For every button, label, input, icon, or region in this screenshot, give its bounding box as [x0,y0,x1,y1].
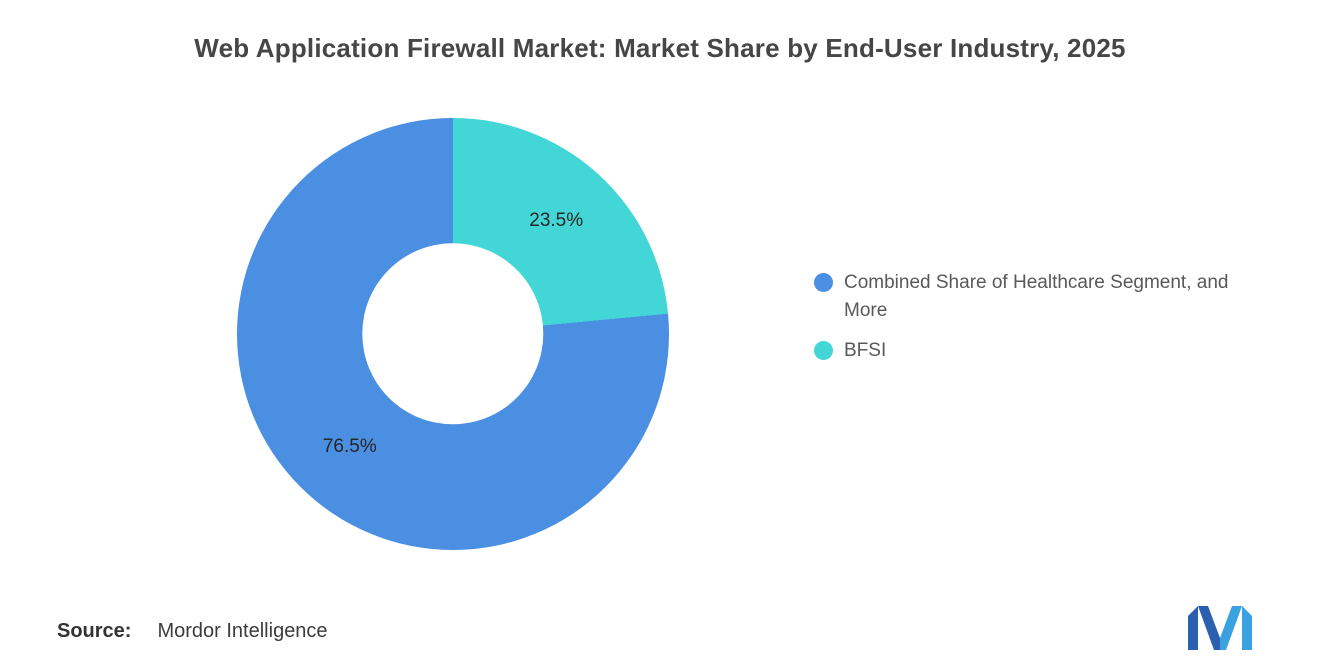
logo-left-diagonal [1198,606,1220,650]
source-value: Mordor Intelligence [157,620,328,642]
donut-chart: 76.5% 23.5% [237,118,669,550]
logo-left-leg [1188,606,1198,650]
legend: Combined Share of Healthcare Segment, an… [814,269,1274,365]
slice-label: 23.5% [529,209,584,231]
mordor-intelligence-logo [1188,606,1252,650]
slice-label: 76.5% [322,436,377,458]
source-line: Source: Mordor Intelligence [57,620,328,643]
chart-title: Web Application Firewall Market: Market … [194,33,1126,63]
legend-item: BFSI [814,337,1274,365]
legend-label: BFSI [844,340,887,361]
legend-swatch-icon [814,273,833,292]
legend-item: Combined Share of Healthcare Segment, an… [814,269,1274,325]
donut-hole [362,243,544,425]
logo-right-leg [1242,606,1252,650]
legend-label: Combined Share of Healthcare Segment, an… [844,272,1229,321]
legend-swatch-icon [814,341,833,360]
logo-right-diagonal [1220,606,1242,650]
source-label: Source: [57,620,132,642]
